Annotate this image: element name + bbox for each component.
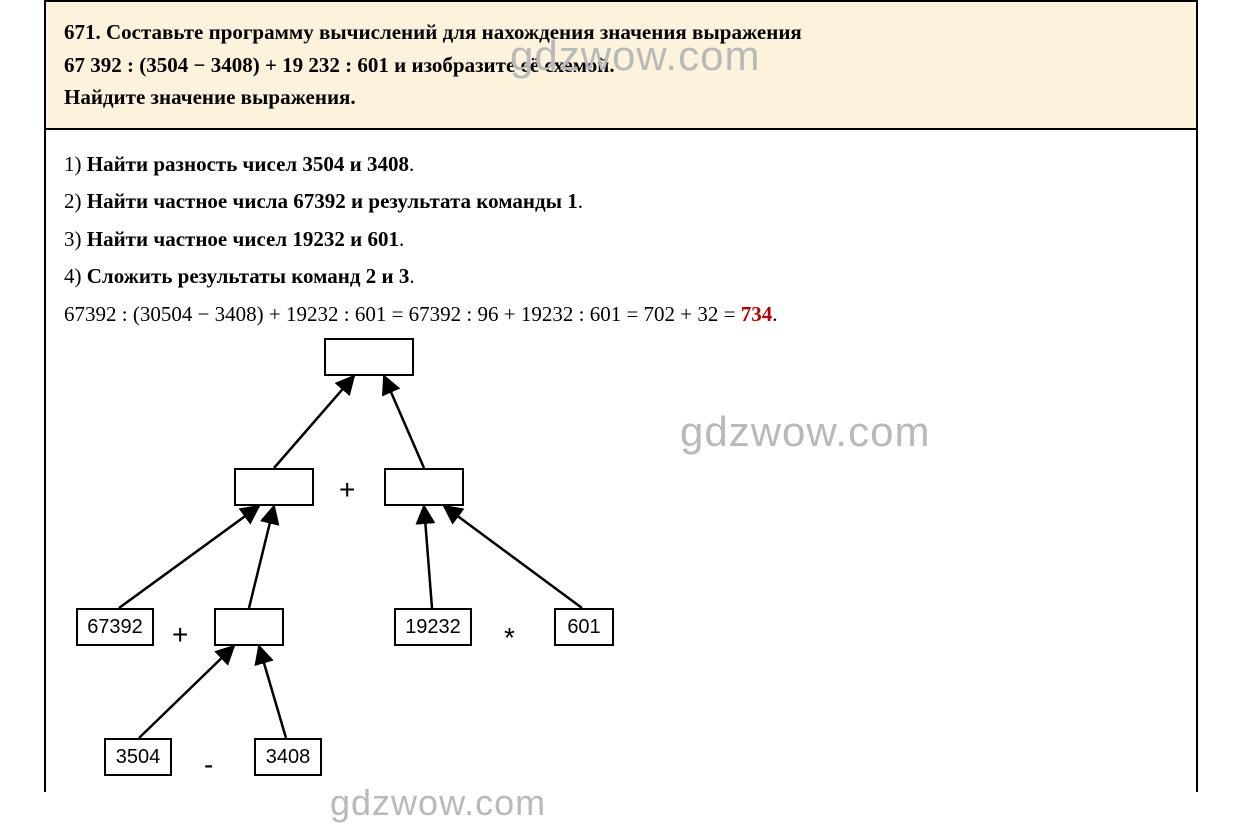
tree-node-n3408: 3408 bbox=[254, 738, 322, 776]
step-3: 3) Найти частное чисел 19232 и 601. bbox=[64, 223, 1178, 257]
tree-node-blank3 bbox=[214, 608, 284, 646]
calculation-line: 67392 : (30504 − 3408) + 19232 : 601 = 6… bbox=[64, 298, 1178, 332]
calculation-text: 67392 : (30504 − 3408) + 19232 : 601 = 6… bbox=[64, 302, 741, 326]
step-4: 4) Сложить результаты команд 2 и 3. bbox=[64, 260, 1178, 294]
step-prefix: 3) bbox=[64, 227, 87, 251]
tree-node-n601: 601 bbox=[554, 608, 614, 646]
tree-node-right2 bbox=[384, 468, 464, 506]
problem-number: 671. bbox=[64, 20, 101, 44]
solution-body: 1) Найти разность чисел 3504 и 3408. 2) … bbox=[46, 130, 1196, 792]
step-bold: Найти разность чисел 3504 и 3408 bbox=[87, 152, 409, 176]
tree-operator-plus_top: + bbox=[339, 468, 355, 513]
step-bold: Найти частное числа 67392 и результата к… bbox=[87, 189, 578, 213]
page-container: 671. Составьте программу вычислений для … bbox=[44, 0, 1198, 792]
step-bold: Сложить результаты команд 2 и 3 bbox=[87, 264, 410, 288]
tree-node-left2 bbox=[234, 468, 314, 506]
step-1: 1) Найти разность чисел 3504 и 3408. bbox=[64, 148, 1178, 182]
diagram-arrows bbox=[64, 338, 684, 778]
problem-line3: Найдите значение выражения. bbox=[64, 85, 356, 109]
problem-line2: 67 392 : (3504 − 3408) + 19 232 : 601 и … bbox=[64, 53, 615, 77]
computation-tree-diagram: 673921923260135043408++*- bbox=[64, 338, 684, 778]
tree-node-root bbox=[324, 338, 414, 376]
tree-operator-minus: - bbox=[204, 743, 213, 788]
problem-line1: Составьте программу вычислений для нахож… bbox=[106, 20, 802, 44]
problem-header: 671. Составьте программу вычислений для … bbox=[46, 0, 1196, 130]
tree-node-n19232: 19232 bbox=[394, 608, 472, 646]
step-prefix: 1) bbox=[64, 152, 87, 176]
dot: . bbox=[772, 302, 777, 326]
answer-value: 734 bbox=[741, 302, 773, 326]
step-prefix: 2) bbox=[64, 189, 87, 213]
tree-operator-star: * bbox=[504, 616, 515, 661]
step-2: 2) Найти частное числа 67392 и результат… bbox=[64, 185, 1178, 219]
tree-operator-plus_mid: + bbox=[172, 613, 188, 658]
step-prefix: 4) bbox=[64, 264, 87, 288]
step-bold: Найти частное чисел 19232 и 601 bbox=[87, 227, 399, 251]
tree-node-n3504: 3504 bbox=[104, 738, 172, 776]
tree-node-n67392: 67392 bbox=[76, 608, 154, 646]
